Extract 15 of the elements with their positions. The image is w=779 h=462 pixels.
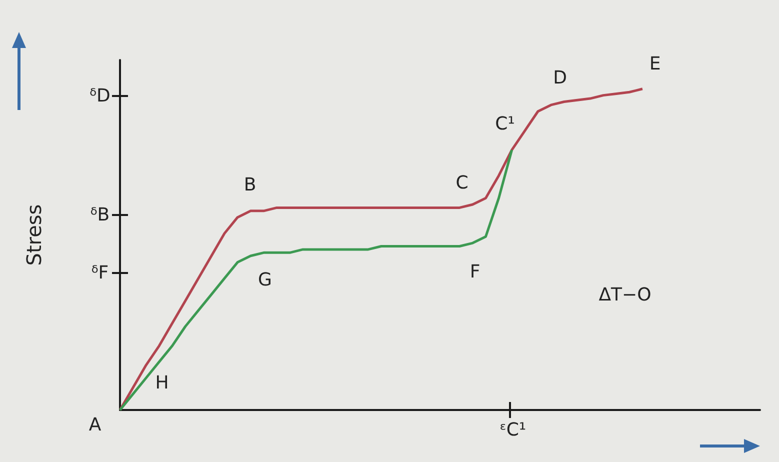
annotation: C: [456, 172, 468, 194]
text: ᵟB: [90, 204, 110, 226]
annotation: F: [470, 262, 480, 282]
text: ᵟD: [90, 86, 110, 106]
annotation: G: [258, 270, 272, 290]
annotation: ΔT−O: [598, 284, 652, 306]
text: E: [649, 54, 661, 74]
y-axis-title: Stress: [22, 204, 46, 266]
text: D: [553, 68, 567, 88]
annotation: C¹: [495, 114, 515, 134]
text: ᵋC¹: [500, 420, 526, 440]
annotation: H: [155, 372, 169, 394]
text: A: [88, 414, 102, 436]
text: ᵟF: [91, 262, 109, 284]
annotation: B: [244, 174, 256, 196]
